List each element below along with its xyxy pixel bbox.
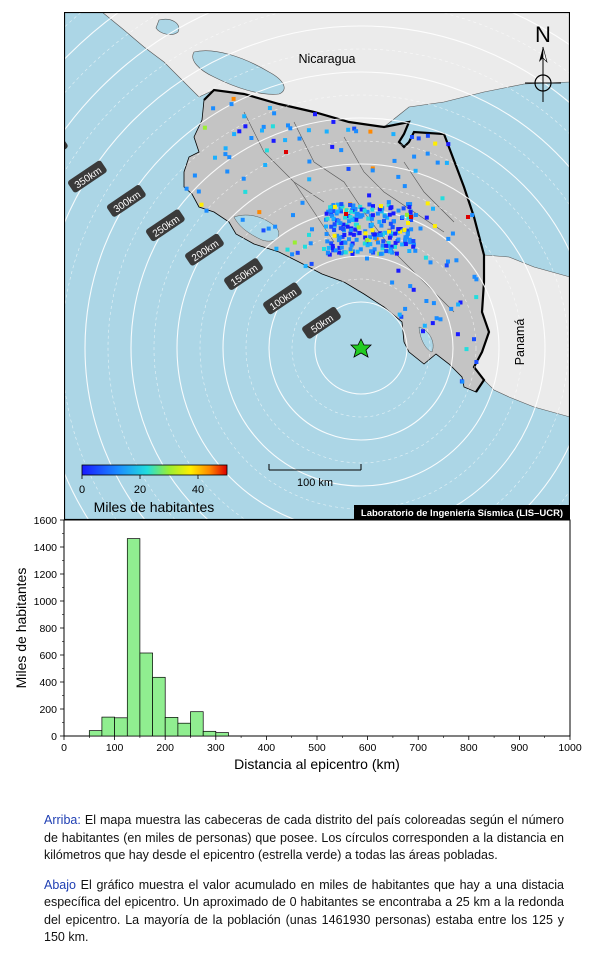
epicenter-star xyxy=(350,338,372,358)
y-tick-label-600: 600 xyxy=(39,650,57,662)
x-tick-label-500: 500 xyxy=(308,742,326,754)
credit-box: Laboratorio de Ingeniería Sísmica (LIS–U… xyxy=(354,505,570,520)
y-tick-label-0: 0 xyxy=(51,731,57,743)
x-tick-label-700: 700 xyxy=(409,742,427,754)
histogram-bars xyxy=(88,538,229,737)
histogram-bar-2 xyxy=(114,717,128,737)
colorbar-gradient xyxy=(81,464,228,476)
caption-text-top: El mapa muestra las cabeceras de cada di… xyxy=(44,813,564,862)
ring-225km xyxy=(153,140,569,520)
ring-250km xyxy=(130,117,570,520)
x-tick-label-900: 900 xyxy=(511,742,529,754)
x-tick-label-100: 100 xyxy=(106,742,124,754)
scale-label: 100 km xyxy=(297,477,333,489)
lake-managua xyxy=(155,19,180,35)
histogram-bar-10 xyxy=(215,732,229,737)
distance-histogram: 0 100 200 300 400 500 600 700 800 900 1000 0 200 400… xyxy=(0,515,590,780)
x-tick-label-600: 600 xyxy=(359,742,377,754)
caption-paragraph-top: Arriba: El mapa muestra las cabeceras de… xyxy=(44,812,564,865)
histogram-bar-7 xyxy=(177,722,191,737)
x-tick-label-800: 800 xyxy=(460,742,478,754)
golfo-dulce xyxy=(418,326,434,353)
y-tick-label-1200: 1200 xyxy=(34,569,58,581)
y-tick-label-200: 200 xyxy=(39,704,57,716)
y-tick-label-1600: 1600 xyxy=(34,515,58,527)
ring-275km xyxy=(107,94,570,520)
ring-75km xyxy=(291,278,431,418)
histogram-bar-0 xyxy=(88,730,103,737)
histogram-bar-1 xyxy=(101,716,115,737)
credit-text: Laboratorio de Ingeniería Sísmica (LIS–U… xyxy=(361,508,563,519)
histogram-bar-3 xyxy=(126,538,141,737)
x-tick-label-400: 400 xyxy=(258,742,276,754)
x-tick-label-0: 0 xyxy=(61,742,67,754)
figure-caption: Arriba: El mapa muestra las cabeceras de… xyxy=(44,812,564,959)
scale-bar: 100 km xyxy=(268,464,362,489)
y-axis-ticks: 0 200 400 600 800 1000 1200 1400 1600 xyxy=(34,515,64,743)
caption-lead-bottom: Abajo xyxy=(44,877,76,892)
caption-paragraph-bottom: Abajo El gráfico muestra el valor acumul… xyxy=(44,877,564,947)
north-arrow: N xyxy=(525,22,561,102)
ring-350km xyxy=(64,25,570,520)
histogram-bar-6 xyxy=(164,717,179,737)
epicenter-map: 450km400km350km300km250km200km150km100km… xyxy=(64,12,570,520)
north-label: N xyxy=(535,22,551,47)
histogram-bar-5 xyxy=(152,676,166,737)
caption-lead-top: Arriba: xyxy=(44,813,81,827)
ring-300km xyxy=(84,71,570,520)
ring-100km xyxy=(268,255,454,441)
distance-rings xyxy=(64,12,570,520)
ring-labels: 450km400km350km300km250km200km150km100km… xyxy=(64,136,341,339)
histogram-bar-8 xyxy=(190,711,204,737)
x-tick-label-1000: 1000 xyxy=(558,742,582,754)
lake-nicaragua xyxy=(192,50,285,95)
caption-text-bottom: El gráfico muestra el valor acumulado en… xyxy=(44,877,564,945)
y-axis-label: Miles de habitantes xyxy=(13,568,29,689)
nicaragua-label: Nicaragua xyxy=(299,52,356,66)
y-tick-label-1000: 1000 xyxy=(34,596,58,608)
x-tick-label-200: 200 xyxy=(156,742,174,754)
colorbar-tick-40: 40 xyxy=(192,484,204,496)
panama-label: Panamá xyxy=(513,319,527,366)
histogram-bar-9 xyxy=(202,730,217,737)
ring-200km xyxy=(176,163,546,520)
colorbar-tick-20: 20 xyxy=(134,484,146,496)
colorbar-title: Miles de habitantes xyxy=(94,499,215,515)
histogram-bar-4 xyxy=(139,652,153,737)
y-tick-label-800: 800 xyxy=(39,623,57,635)
x-axis-label: Distancia al epicentro (km) xyxy=(234,756,400,772)
y-tick-label-1400: 1400 xyxy=(34,542,58,554)
colorbar: 0 20 40 Miles de habitantes xyxy=(79,464,228,515)
ring-50km xyxy=(314,301,408,395)
y-tick-label-400: 400 xyxy=(39,677,57,689)
colorbar-tick-0: 0 xyxy=(79,484,85,496)
district-squares xyxy=(184,96,479,384)
x-tick-label-300: 300 xyxy=(207,742,225,754)
x-axis-ticks: 0 100 200 300 400 500 600 700 800 900 1000 xyxy=(61,736,582,754)
